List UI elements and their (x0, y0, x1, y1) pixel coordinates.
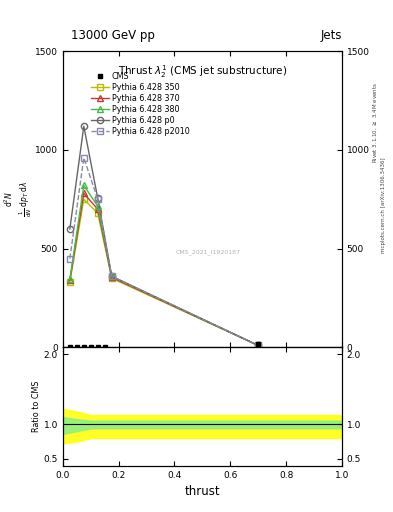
Line: Pythia 6.428 p2010: Pythia 6.428 p2010 (67, 155, 261, 349)
Line: Pythia 6.428 370: Pythia 6.428 370 (67, 190, 261, 349)
Line: Pythia 6.428 380: Pythia 6.428 380 (67, 182, 261, 349)
Y-axis label: Ratio to CMS: Ratio to CMS (32, 381, 41, 433)
Pythia 6.428 p2010 (68, 255, 72, 262)
CMS (95, 344, 100, 350)
CMS (88, 344, 93, 350)
Pythia 6.428 p0 (95, 195, 100, 201)
Legend: CMS, Pythia 6.428 350, Pythia 6.428 370, Pythia 6.428 380, Pythia 6.428 p0, Pyth: CMS, Pythia 6.428 350, Pythia 6.428 370,… (89, 70, 191, 137)
Pythia 6.428 370 (109, 274, 114, 281)
CMS (75, 344, 79, 350)
Text: Thrust $\lambda_2^1$ (CMS jet substructure): Thrust $\lambda_2^1$ (CMS jet substructu… (118, 63, 287, 80)
Text: CMS_2021_I1920187: CMS_2021_I1920187 (176, 250, 241, 255)
Pythia 6.428 380 (81, 182, 86, 188)
Pythia 6.428 380 (95, 203, 100, 209)
Pythia 6.428 380 (256, 343, 261, 349)
X-axis label: thrust: thrust (185, 485, 220, 498)
Pythia 6.428 380 (109, 273, 114, 280)
Pythia 6.428 350 (109, 275, 114, 282)
Pythia 6.428 370 (68, 277, 72, 283)
Pythia 6.428 p2010 (256, 343, 261, 349)
Pythia 6.428 p0 (256, 343, 261, 349)
CMS (102, 344, 107, 350)
Text: Jets: Jets (320, 30, 342, 42)
Pythia 6.428 380 (68, 276, 72, 283)
Text: Rivet 3.1.10, $\geq$ 3.4M events: Rivet 3.1.10, $\geq$ 3.4M events (371, 82, 379, 163)
Pythia 6.428 p0 (81, 123, 86, 130)
CMS (68, 344, 72, 350)
Pythia 6.428 370 (95, 206, 100, 212)
Pythia 6.428 350 (81, 196, 86, 202)
Pythia 6.428 350 (256, 343, 261, 349)
CMS (81, 344, 86, 350)
Line: Pythia 6.428 350: Pythia 6.428 350 (67, 196, 261, 349)
Pythia 6.428 350 (68, 279, 72, 285)
CMS (256, 342, 261, 348)
Pythia 6.428 p2010 (109, 273, 114, 280)
Line: CMS: CMS (68, 342, 261, 350)
Pythia 6.428 p0 (68, 226, 72, 232)
Pythia 6.428 p2010 (95, 196, 100, 202)
Text: 13000 GeV pp: 13000 GeV pp (71, 30, 154, 42)
Pythia 6.428 370 (81, 190, 86, 197)
Text: mcplots.cern.ch [arXiv:1306.3436]: mcplots.cern.ch [arXiv:1306.3436] (381, 157, 386, 252)
Line: Pythia 6.428 p0: Pythia 6.428 p0 (67, 123, 261, 349)
Pythia 6.428 p2010 (81, 155, 86, 161)
Pythia 6.428 p0 (109, 273, 114, 280)
Pythia 6.428 350 (95, 210, 100, 216)
Y-axis label: $\mathrm{d}^2N$
$\frac{1}{\mathrm{d}N}$ $\mathrm{d}p_T\,\mathrm{d}\lambda$: $\mathrm{d}^2N$ $\frac{1}{\mathrm{d}N}$ … (3, 181, 34, 217)
Pythia 6.428 370 (256, 343, 261, 349)
